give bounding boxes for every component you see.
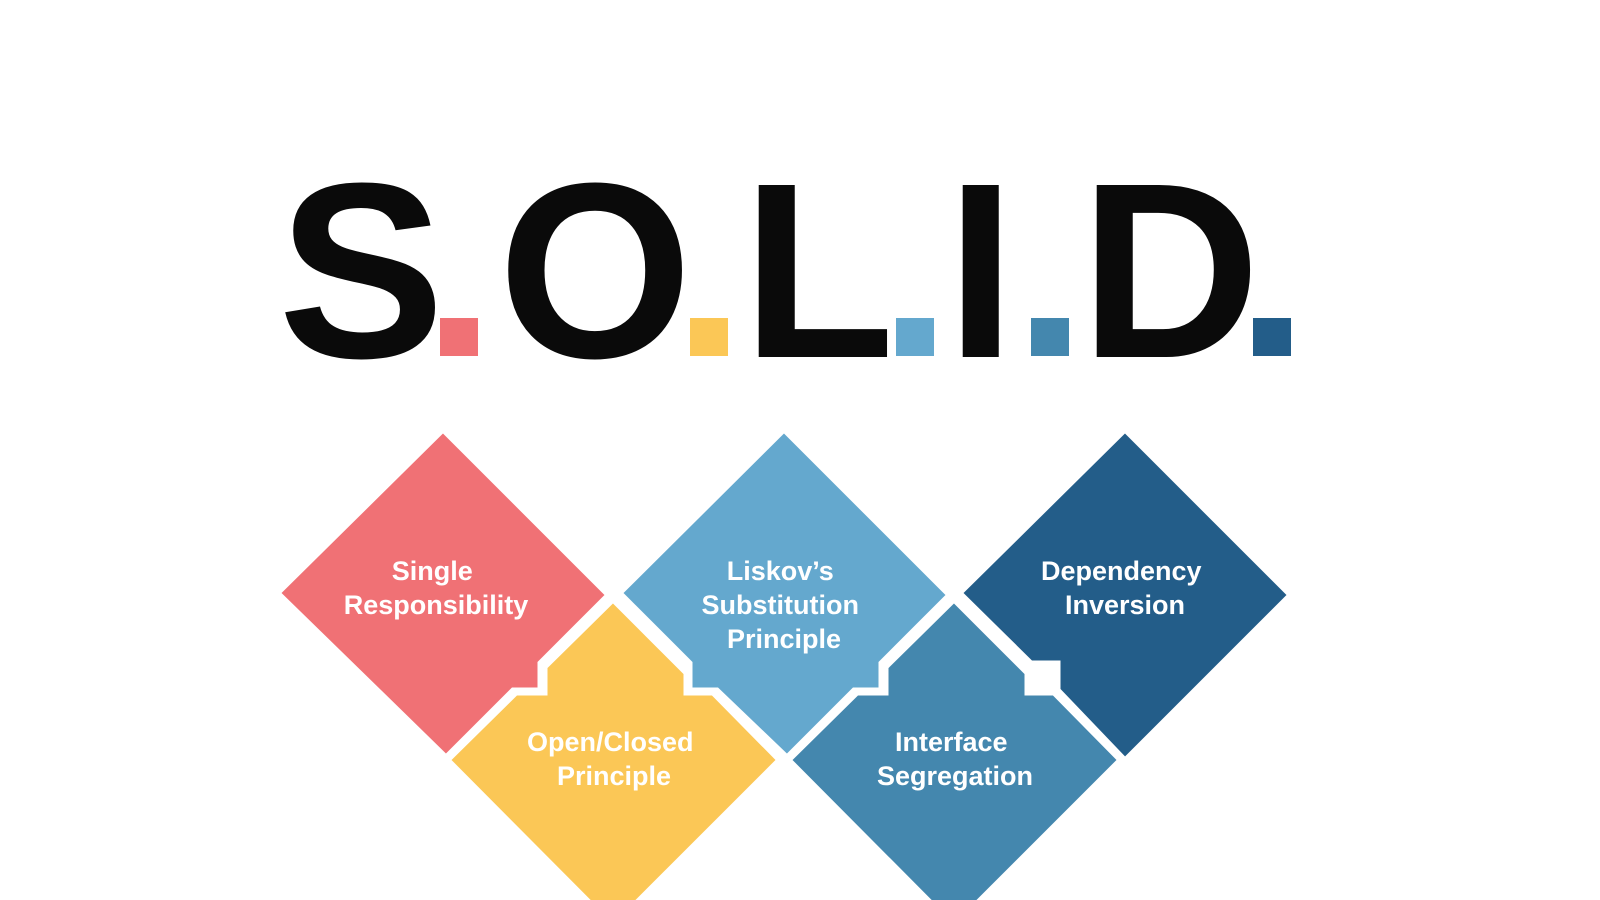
diamond-dependency-inversion	[956, 426, 1294, 764]
label-line: Inversion	[1065, 590, 1185, 620]
diamond-open-closed	[444, 596, 783, 900]
label-line: Dependency	[1041, 556, 1202, 586]
label-single-responsibility: Single Responsibility	[344, 556, 529, 620]
label-dependency-inversion: Dependency Inversion	[1041, 556, 1209, 620]
title-letter-d: D	[1080, 131, 1261, 410]
label-line: Liskov’s	[727, 556, 834, 586]
title-letter-l: L	[742, 131, 895, 410]
title-dot-2	[690, 318, 728, 356]
label-liskov-substitution: Liskov’s Substitution Principle	[702, 556, 867, 654]
solid-title: S O L I D	[278, 131, 1291, 410]
label-line: Principle	[727, 624, 841, 654]
principles-diagram	[274, 426, 1294, 900]
label-line: Substitution	[702, 590, 859, 620]
label-line: Principle	[557, 761, 671, 791]
label-line: Single	[392, 556, 473, 586]
label-interface-segregation: Interface Segregation	[877, 727, 1033, 791]
label-open-closed: Open/Closed Principle	[527, 727, 701, 791]
label-line: Responsibility	[344, 590, 529, 620]
title-dot-4	[1031, 318, 1069, 356]
diamond-interface-segregation	[785, 596, 1124, 900]
title-letter-o: O	[498, 131, 692, 410]
title-letter-i: I	[946, 131, 1015, 410]
diamond-single-responsibility	[274, 426, 612, 761]
label-line: Segregation	[877, 761, 1033, 791]
title-letter-s: S	[278, 131, 445, 410]
title-dot-3	[896, 318, 934, 356]
principle-labels: Single Responsibility Open/Closed Princi…	[344, 556, 1209, 791]
title-dot-1	[440, 318, 478, 356]
diamond-liskov-substitution	[616, 426, 953, 761]
label-line: Open/Closed	[527, 727, 694, 757]
title-dot-5	[1253, 318, 1291, 356]
label-line: Interface	[895, 727, 1008, 757]
